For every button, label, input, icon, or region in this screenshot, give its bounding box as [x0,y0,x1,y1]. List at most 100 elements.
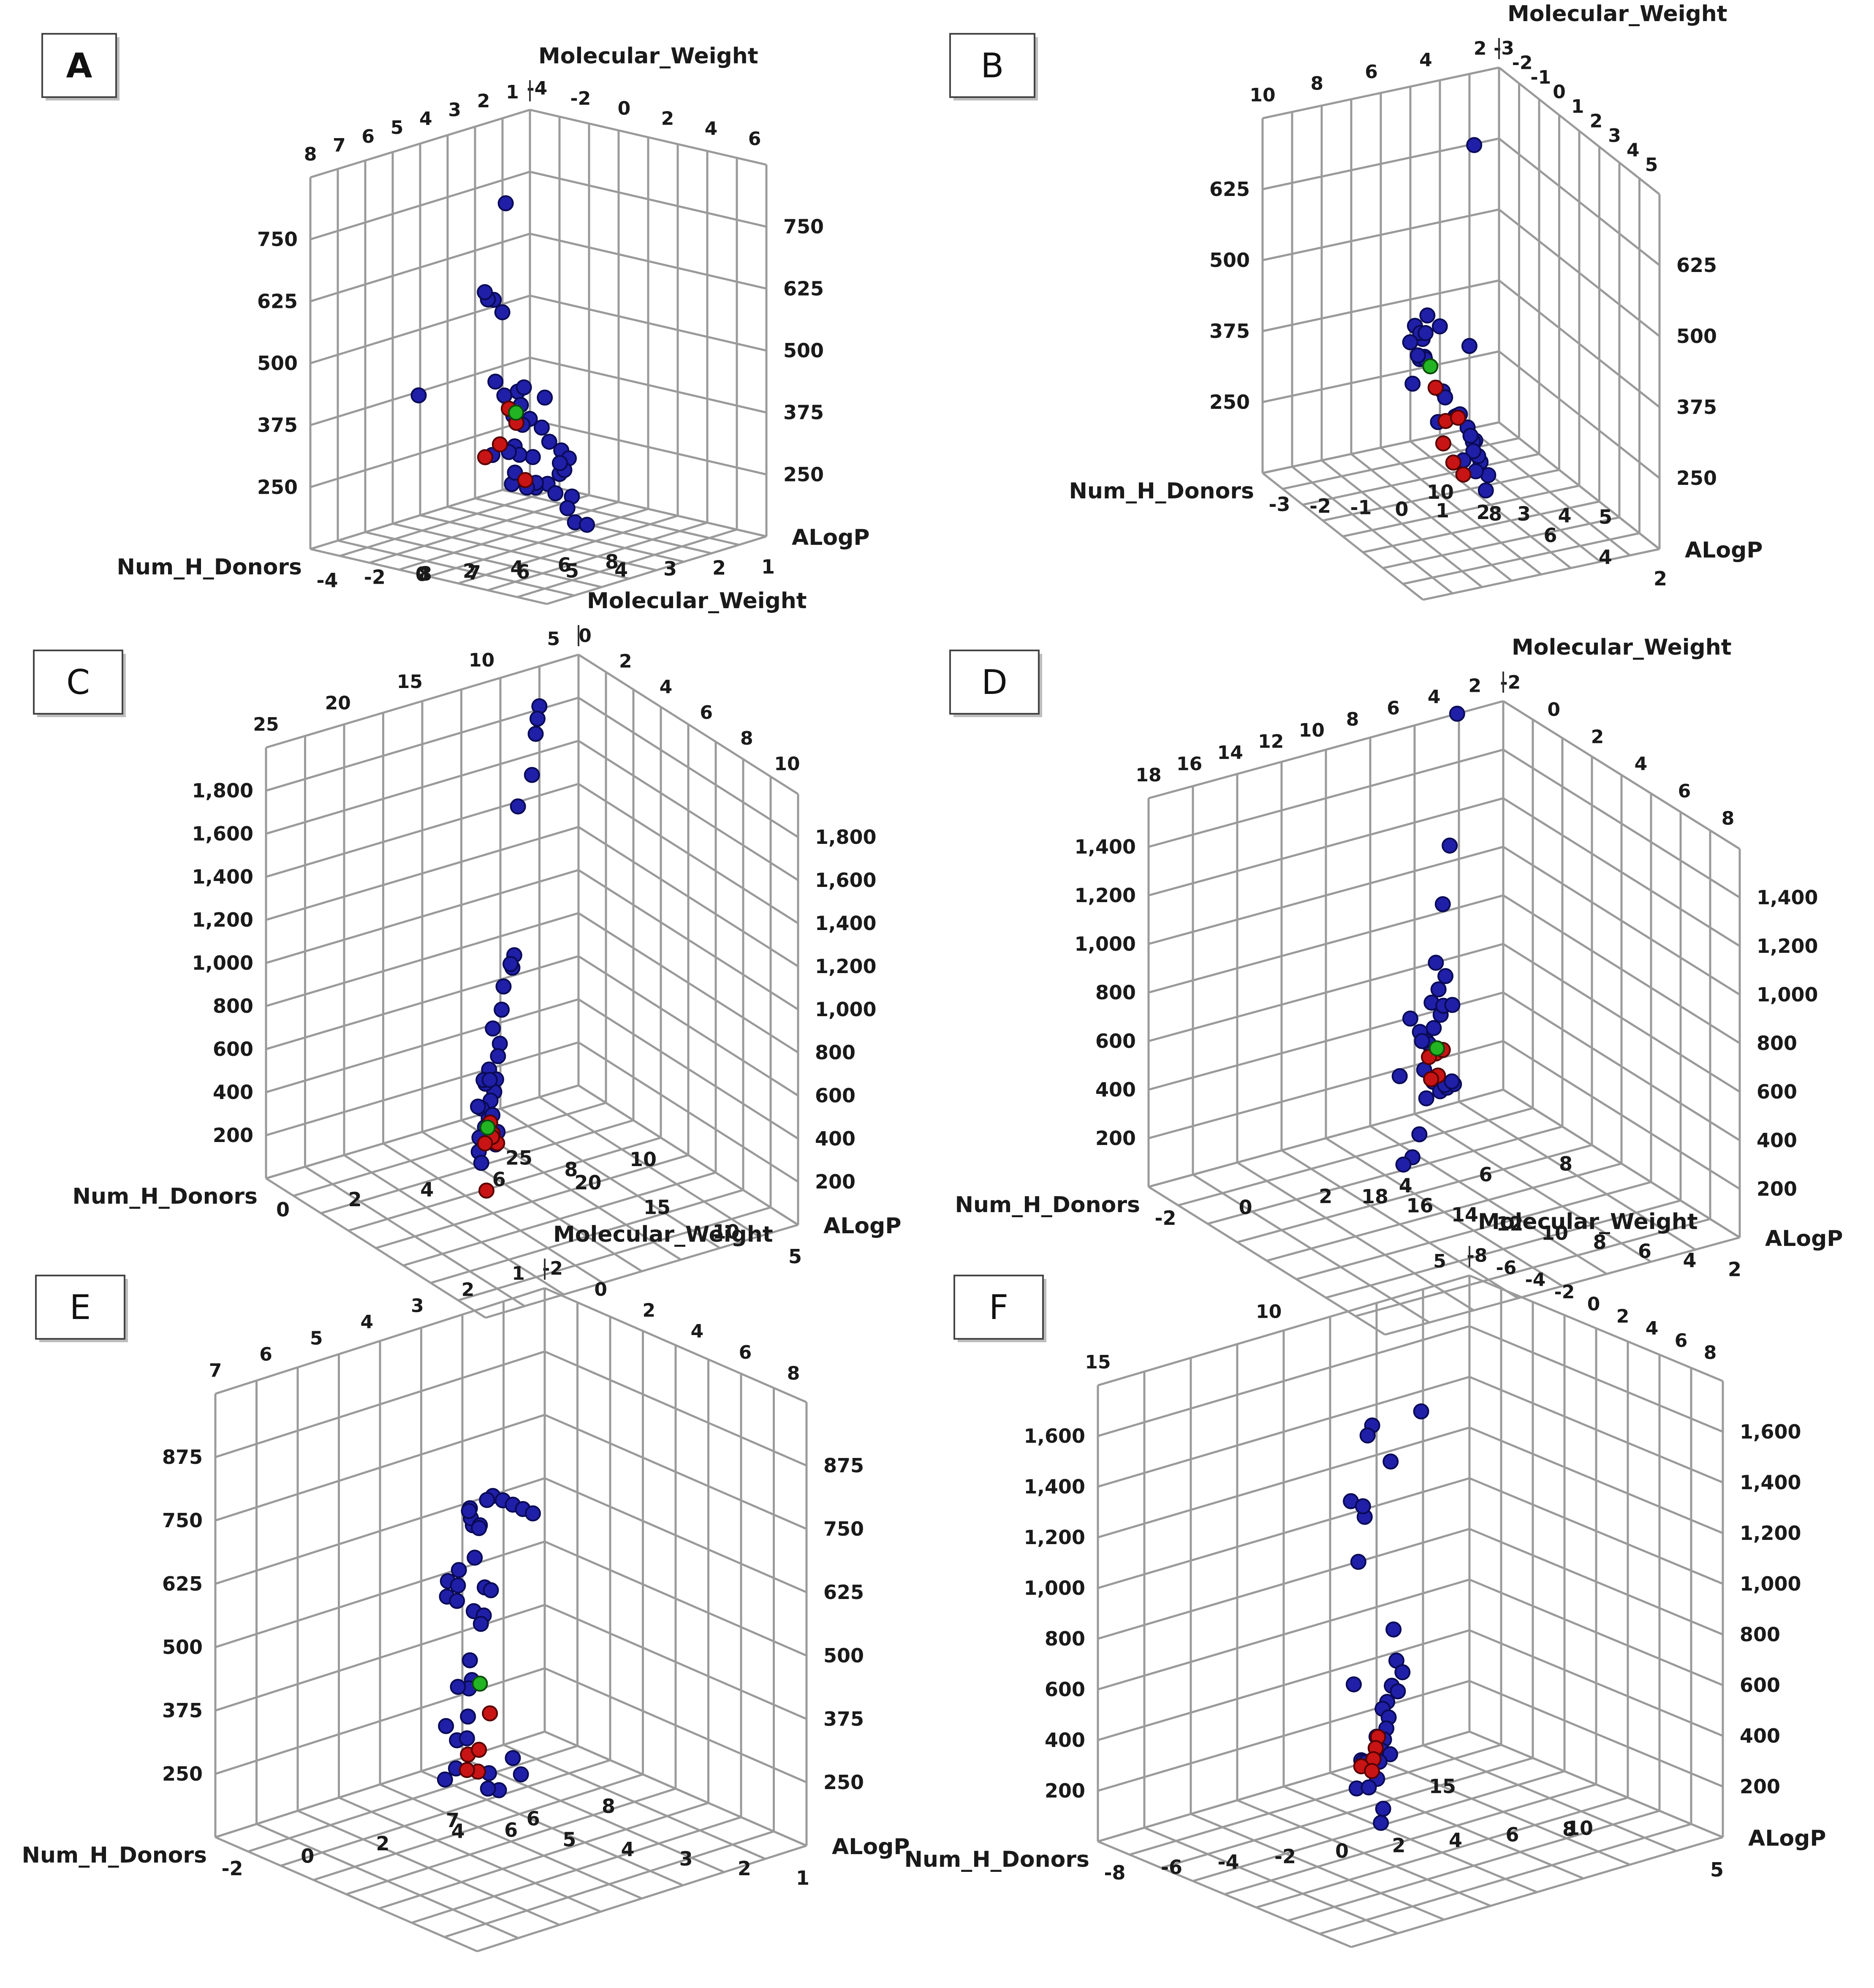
data-point-blue [547,485,564,501]
back-tick-label-left: 7 [333,135,346,156]
back-tick-label-right: 8 [740,728,753,749]
y-tick-label: 1 [796,1867,809,1890]
floor-gridline [1237,1799,1491,1907]
z-tick-label-right: 800 [1757,1032,1797,1055]
wall-gridline [1469,1376,1723,1484]
wall-gridline [1502,748,1741,899]
wall-gridline [215,1667,545,1775]
data-point-blue [437,1771,453,1788]
back-tick-label-right: -2 [570,88,591,109]
floor-gridline [304,1166,525,1307]
floor-gridline [1355,1218,1711,1317]
wall-gridline [1469,1274,1723,1382]
data-point-blue [1402,334,1418,351]
z-axis-title: Molecular_Weight [587,588,807,614]
data-point-blue [1394,1664,1411,1681]
back-tick-label-left: 3 [411,1295,424,1317]
wall-gridline [1097,1426,1470,1539]
z-tick-label-right: 250 [823,1771,864,1794]
z-tick-label: 400 [213,1081,253,1104]
data-point-blue [462,1652,478,1669]
data-point-blue [479,1492,495,1508]
data-point-blue [1373,1815,1389,1831]
data-point-blue [473,1155,489,1171]
back-tick-label-right: 2 [1591,726,1604,748]
back-tick-label-right: 0 [1548,699,1561,721]
floor-gridline [1325,1199,1681,1299]
floor-gridline [297,1810,560,1926]
floor-gridline [1342,484,1580,538]
back-tick-label-right: 0 [618,98,631,120]
wall-gridline [266,783,579,878]
x-tick-label: 4 [451,1820,465,1843]
y-tick-label: 2 [712,556,726,579]
z-tick-label: 200 [213,1124,253,1147]
data-point-red [1363,1763,1380,1779]
z-tick-label: 750 [162,1509,203,1532]
z-tick-label: 375 [162,1699,203,1722]
back-tick-label-right: 6 [748,128,761,150]
floor-gridline [265,1177,486,1319]
y-tick-label: 3 [663,558,677,580]
data-point-blue [1442,838,1458,854]
y-tick-label: 10 [1427,481,1454,503]
y-tick-label: 2 [1654,567,1667,590]
data-point-blue [1390,1683,1406,1700]
y-tick-label: 5 [788,1245,802,1268]
z-tick-label: 250 [1209,391,1250,413]
wall-gridline [578,869,799,1011]
wall-gridline [1469,1680,1723,1788]
x-tick-label: 4 [420,1178,434,1201]
back-tick-label-left: 20 [325,692,351,714]
x-tick-label: -2 [364,566,386,589]
data-point-blue [1419,307,1436,324]
z-axis-title: Molecular_Weight [1478,1209,1698,1235]
back-tick-label-left: 1 [512,1263,525,1284]
wall-gridline [1262,279,1499,332]
back-tick-label-left: 15 [397,671,423,693]
back-tick-label-left: 2 [477,90,490,112]
wall-gridline [544,1287,807,1403]
data-point-blue [533,419,550,436]
x-axis-title: Num_H_Donors [904,1847,1089,1872]
data-point-blue [1382,1453,1399,1470]
z-tick-label-right: 1,200 [815,955,877,978]
data-point-blue [1355,1498,1371,1515]
panel-e: E250375500625750875250375500625750875-20… [22,1222,910,1953]
back-tick-label-right: -2 [542,1258,563,1279]
wall-gridline [215,1604,545,1712]
z-tick-label: 625 [162,1572,203,1595]
back-tick-label-left: 4 [1428,686,1441,708]
data-point-blue [494,304,511,321]
data-point-blue [490,1048,506,1064]
data-point-green [1422,358,1439,375]
floor-gridline [338,1796,601,1913]
data-point-blue [537,389,553,406]
z-tick-label-right: 200 [815,1170,856,1193]
z-tick-label-right: 625 [783,277,824,300]
y-tick-label: 16 [1406,1194,1433,1217]
back-tick-label-left: 2 [1468,675,1481,696]
wall-gridline [1469,1325,1723,1433]
x-tick-label: 8 [1562,1818,1576,1841]
back-tick-label-right: 3 [1608,125,1621,147]
y-tick-label: 6 [1543,524,1557,547]
wall-gridline [1469,1629,1723,1737]
floor-gridline [1287,1810,1660,1922]
x-tick-label: -2 [1154,1207,1176,1229]
panel-letter: B [981,46,1004,85]
x-tick-label: 6 [1479,1163,1492,1186]
floor-gridline [337,539,575,597]
data-point-blue [524,767,540,783]
data-point-red [478,1182,494,1199]
wall-gridline [578,740,799,881]
back-tick-label-left: 18 [1135,764,1161,786]
data-point-blue [529,710,546,727]
wall-gridline [1097,1680,1470,1792]
z-tick-label-right: 875 [823,1454,864,1477]
z-tick-label: 750 [257,228,298,251]
wall-gridline [266,826,579,921]
floor-gridline [1362,500,1600,553]
wall-gridline [544,1730,807,1847]
back-tick-label-left: 7 [209,1360,222,1382]
